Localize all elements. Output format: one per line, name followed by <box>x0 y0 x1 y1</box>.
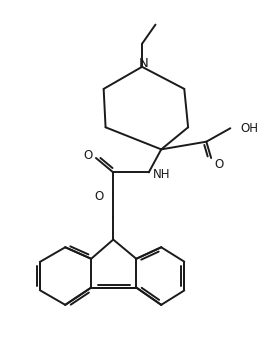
Text: O: O <box>84 149 93 162</box>
Text: N: N <box>139 58 149 71</box>
Text: O: O <box>214 158 223 171</box>
Text: OH: OH <box>240 122 258 135</box>
Text: O: O <box>94 190 104 203</box>
Text: NH: NH <box>153 168 170 181</box>
